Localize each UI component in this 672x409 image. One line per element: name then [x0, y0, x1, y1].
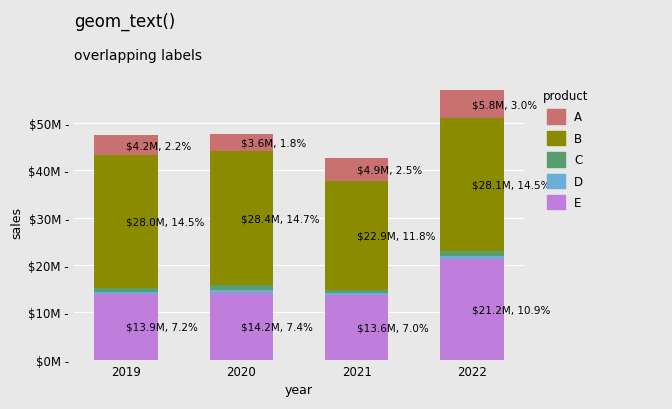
Bar — [210, 290, 273, 293]
Bar — [325, 290, 388, 293]
Text: $14.2M, 7.4%: $14.2M, 7.4% — [241, 321, 313, 331]
Bar — [210, 135, 273, 152]
Bar — [94, 292, 158, 294]
Bar — [210, 293, 273, 360]
Text: overlapping labels: overlapping labels — [74, 49, 202, 63]
Bar — [440, 119, 504, 251]
Bar — [440, 260, 504, 360]
Text: $21.2M, 10.9%: $21.2M, 10.9% — [472, 305, 550, 315]
Bar — [210, 152, 273, 286]
Text: geom_text(): geom_text() — [74, 12, 175, 31]
Bar — [325, 293, 388, 296]
X-axis label: year: year — [285, 383, 313, 396]
Text: $4.2M, 2.2%: $4.2M, 2.2% — [126, 141, 192, 151]
Text: $13.6M, 7.0%: $13.6M, 7.0% — [357, 323, 429, 333]
Text: $13.9M, 7.2%: $13.9M, 7.2% — [126, 322, 198, 332]
Bar — [440, 256, 504, 260]
Legend: A, B, C, D, E: A, B, C, D, E — [539, 86, 591, 213]
Bar — [210, 286, 273, 290]
Bar — [94, 288, 158, 292]
Text: $28.1M, 14.5%: $28.1M, 14.5% — [472, 180, 550, 190]
Bar — [94, 136, 158, 156]
Text: $3.6M, 1.8%: $3.6M, 1.8% — [241, 138, 306, 148]
Bar — [325, 159, 388, 182]
Bar — [440, 91, 504, 119]
Text: $28.0M, 14.5%: $28.0M, 14.5% — [126, 217, 204, 227]
Text: $22.9M, 11.8%: $22.9M, 11.8% — [357, 231, 435, 241]
Y-axis label: sales: sales — [10, 207, 23, 239]
Bar — [94, 156, 158, 288]
Bar — [325, 182, 388, 290]
Text: $4.9M, 2.5%: $4.9M, 2.5% — [357, 165, 422, 175]
Text: $5.8M, 3.0%: $5.8M, 3.0% — [472, 100, 537, 110]
Bar — [440, 251, 504, 256]
Text: $28.4M, 14.7%: $28.4M, 14.7% — [241, 213, 320, 224]
Bar — [94, 294, 158, 360]
Bar — [325, 296, 388, 360]
